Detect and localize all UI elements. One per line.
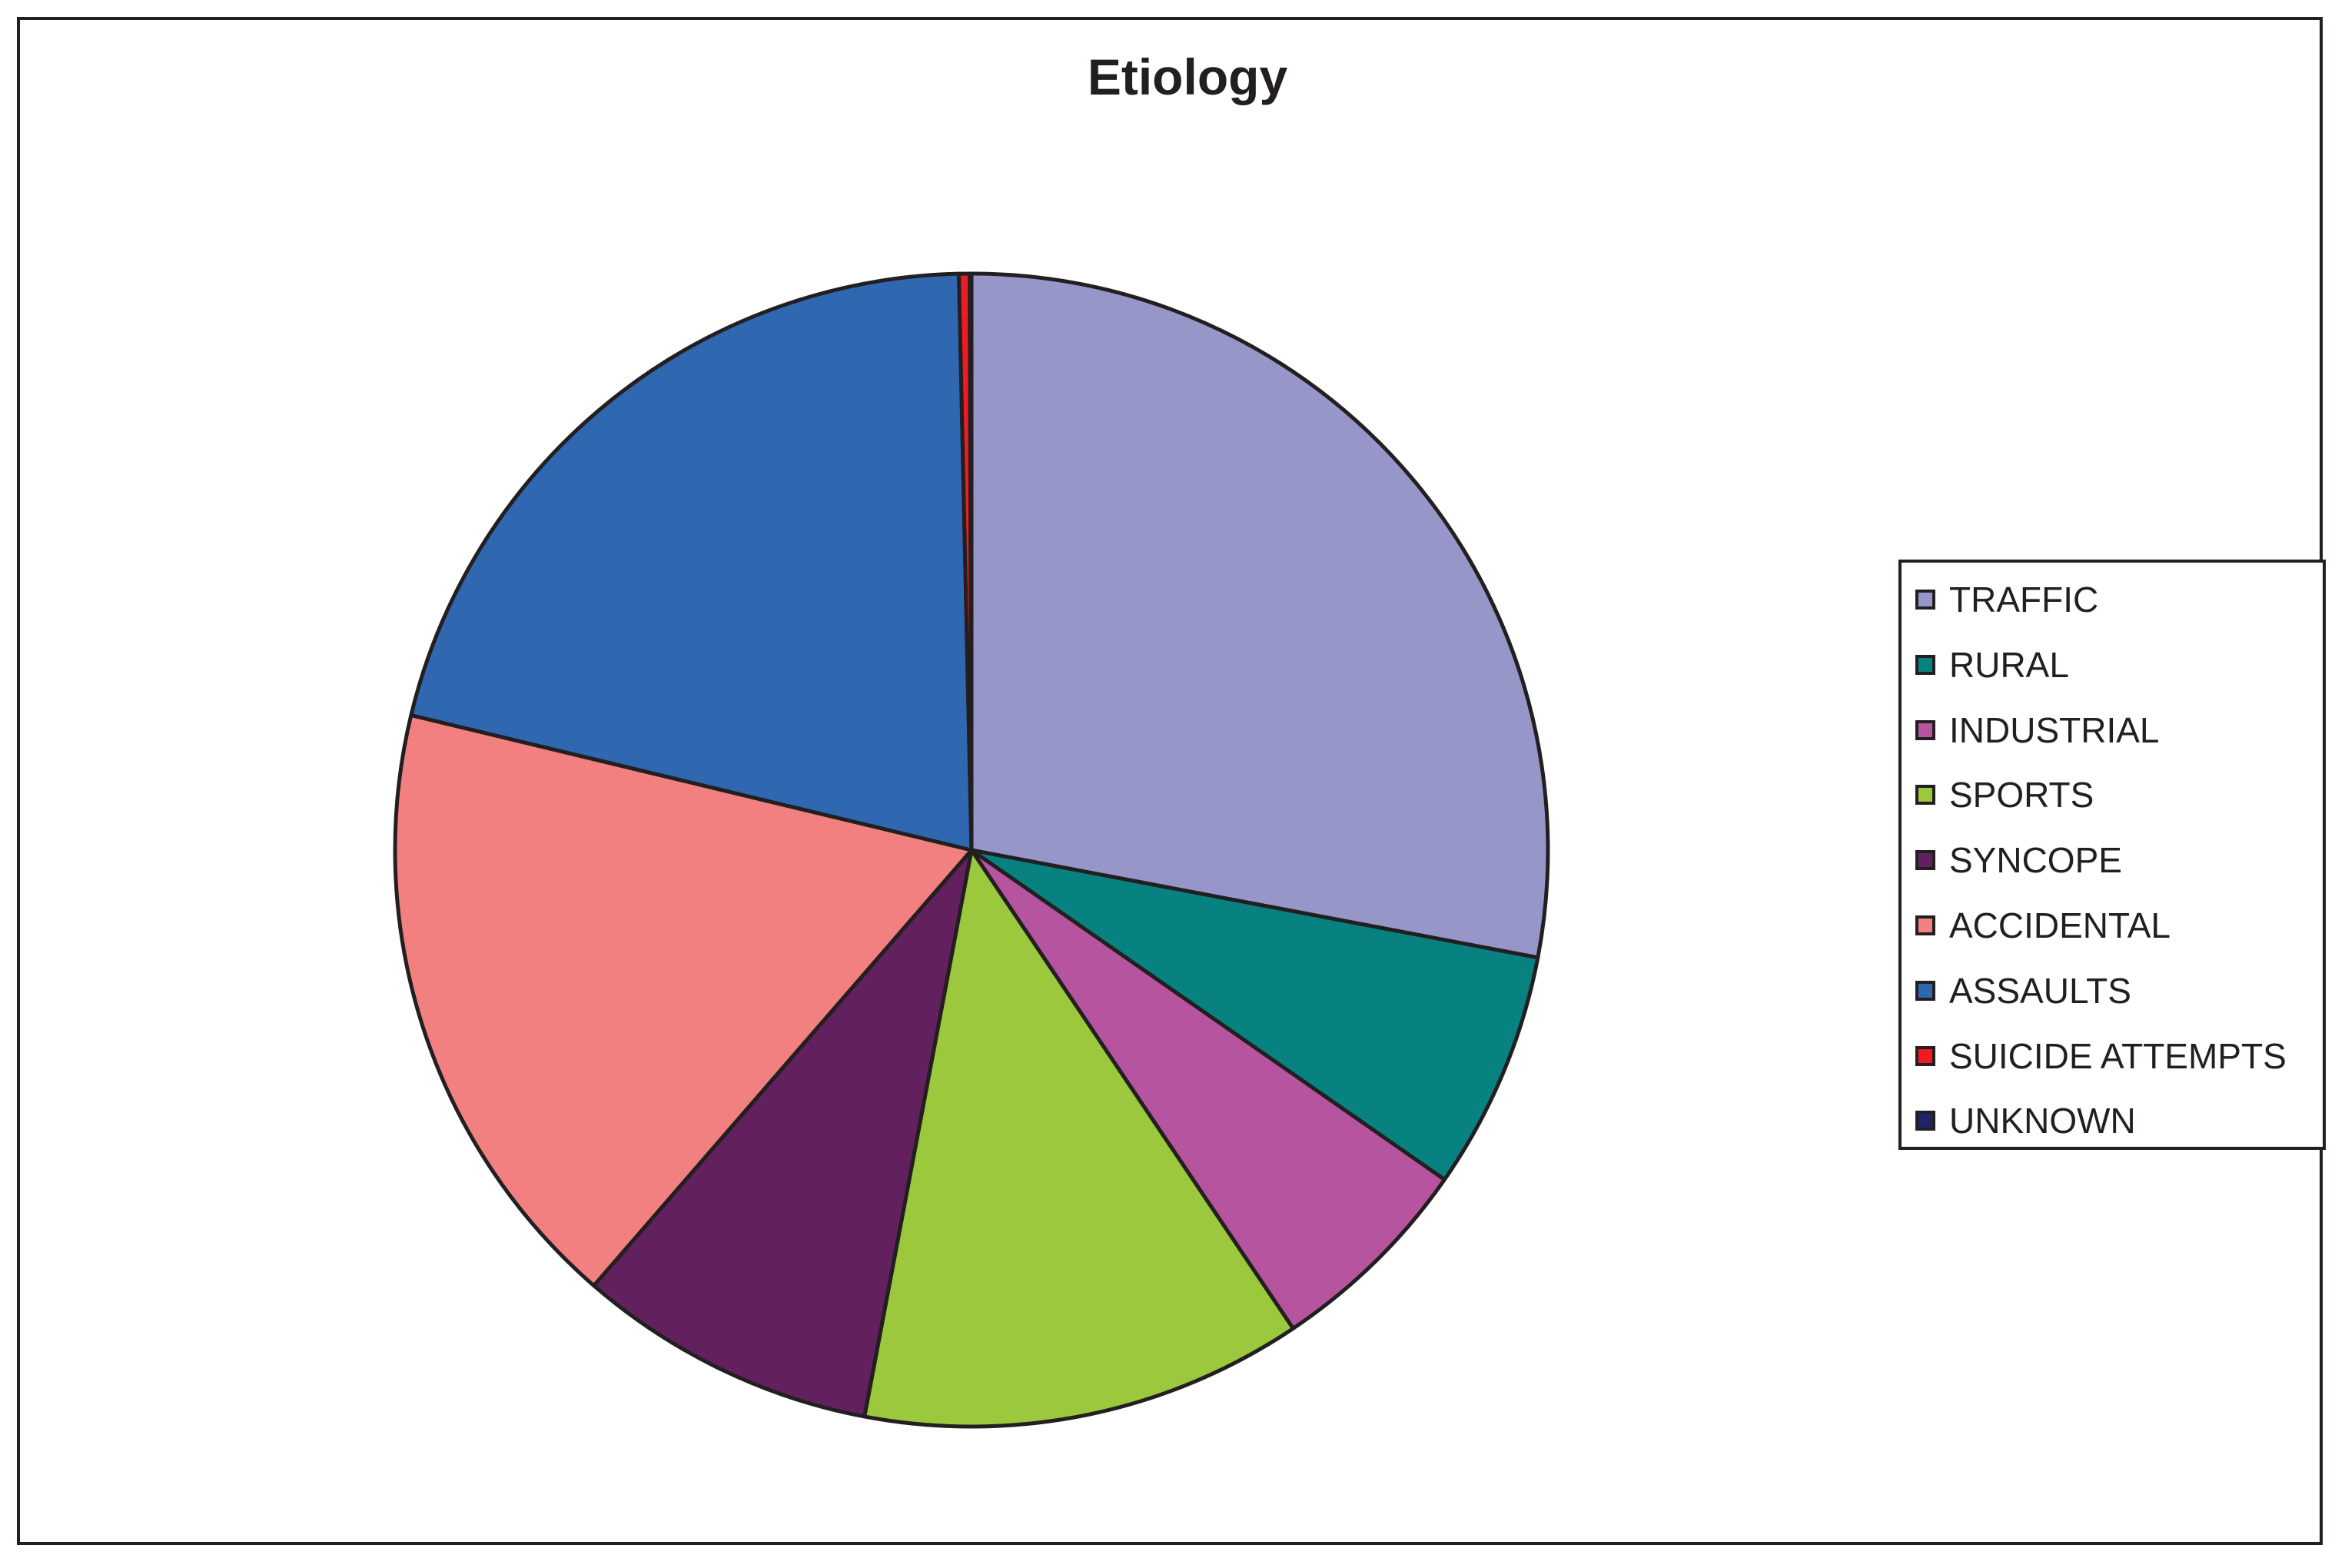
legend-label: ASSAULTS — [1949, 970, 2131, 1011]
pie-slice-accidental — [393, 713, 974, 1288]
legend-swatch — [1915, 915, 1935, 935]
pie-slice-syncope — [592, 848, 974, 1419]
legend-label: RURAL — [1949, 644, 2069, 685]
legend-swatch — [1915, 785, 1935, 806]
legend-item: INDUSTRIAL — [1915, 707, 2159, 753]
legend-swatch — [1915, 980, 1935, 1001]
legend-item: TRAFFIC — [1915, 576, 2098, 623]
legend-item: ACCIDENTAL — [1915, 902, 2171, 948]
legend-item: UNKNOWN — [1915, 1098, 2136, 1144]
legend-swatch — [1915, 850, 1935, 871]
legend-label: SYNCOPE — [1949, 840, 2122, 881]
pie-slice-sports — [862, 848, 1295, 1429]
legend-item: SUICIDE ATTEMPTS — [1915, 1033, 2287, 1079]
legend-label: SPORTS — [1949, 775, 2094, 816]
legend-label: ACCIDENTAL — [1949, 905, 2171, 945]
legend-swatch — [1915, 1045, 1935, 1066]
legend-label: SUICIDE ATTEMPTS — [1949, 1035, 2287, 1076]
legend-swatch — [1915, 654, 1935, 675]
pie-slice-assaults — [409, 271, 974, 852]
pie-slice-rural — [969, 848, 1540, 1182]
legend: TRAFFIC RURAL INDUSTRIAL SPORTS SYNCOPE ACCID… — [1898, 560, 2326, 1150]
legend-item: SYNCOPE — [1915, 837, 2122, 883]
legend-label: INDUSTRIAL — [1949, 709, 2160, 750]
legend-swatch — [1915, 1111, 1935, 1131]
pie-slice-industrial — [969, 848, 1447, 1330]
legend-label: UNKNOWN — [1949, 1101, 2136, 1141]
pie-slice-unknown — [968, 271, 974, 852]
legend-label: TRAFFIC — [1949, 580, 2099, 620]
legend-swatch — [1915, 719, 1935, 740]
legend-item: RURAL — [1915, 642, 2069, 688]
chart-title: Etiology — [1087, 48, 1288, 105]
legend-swatch — [1915, 590, 1935, 610]
legend-item: SPORTS — [1915, 772, 2094, 818]
pie-slice-traffic — [969, 271, 1550, 960]
legend-item: ASSAULTS — [1915, 968, 2131, 1014]
